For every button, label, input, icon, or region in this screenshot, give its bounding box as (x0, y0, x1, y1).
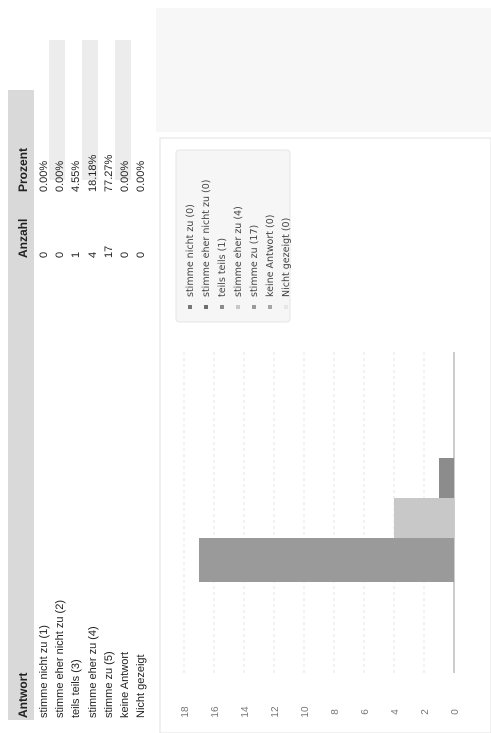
row-percent: 0.00% (54, 161, 66, 192)
legend-swatch (268, 305, 272, 309)
legend-swatch (236, 305, 240, 309)
legend-label: keine Antwort (0) (265, 215, 276, 297)
header-count: Anzahl (16, 219, 30, 258)
tick-label: 16 (210, 706, 221, 718)
row-percent: 0.00% (135, 161, 147, 192)
header-stripe (8, 90, 34, 720)
tick-label: 4 (390, 709, 401, 715)
row-count: 0 (54, 252, 66, 258)
legend-label: stimme zu (17) (249, 225, 260, 297)
row-count: 0 (119, 252, 131, 258)
bar (439, 458, 454, 502)
tick-label: 14 (240, 706, 251, 718)
row-label: Nicht gezeigt (135, 654, 147, 718)
row-count: 1 (70, 252, 82, 258)
row-stripe (82, 40, 98, 180)
header-percent: Prozent (16, 148, 30, 192)
row-stripe (115, 40, 131, 180)
tick-label: 18 (180, 706, 191, 718)
row-count: 4 (87, 252, 99, 258)
row-percent: 4.55% (70, 161, 82, 192)
row-label: stimme nicht zu (1) (38, 625, 50, 718)
row-percent: 18.18% (87, 154, 99, 192)
chart-bars (199, 458, 454, 582)
row-stripe (49, 40, 65, 180)
legend-swatch (188, 305, 192, 309)
legend-label: stimme eher zu (4) (233, 206, 244, 297)
bar (199, 538, 454, 582)
legend-label: stimme nicht zu (0) (185, 204, 196, 297)
legend-swatch (220, 305, 224, 309)
legend-label: teils teils (1) (217, 238, 228, 297)
row-percent: 77.27% (103, 154, 115, 192)
row-percent: 0.00% (38, 161, 50, 192)
header-panel (156, 8, 491, 132)
tick-label: 12 (270, 706, 281, 718)
table-stripes (8, 40, 131, 720)
tick-label: 2 (420, 709, 431, 715)
row-label: keine Antwort (119, 652, 131, 718)
row-percent: 0.00% (119, 161, 131, 192)
tick-label: 6 (360, 709, 371, 715)
bar (394, 498, 454, 542)
legend-swatch (252, 305, 256, 309)
row-count: 0 (38, 252, 50, 258)
tick-label: 8 (330, 709, 341, 715)
legend-swatch (204, 305, 208, 309)
row-label: stimme zu (5) (103, 651, 115, 718)
legend-box (175, 149, 291, 323)
value-axis-ticks: 0 2 4 6 8 10 12 14 16 18 (180, 706, 461, 718)
row-label: stimme eher nicht zu (2) (54, 600, 66, 718)
legend-label: Nicht gezeigt (0) (281, 218, 292, 297)
tick-label: 10 (300, 706, 311, 718)
chart-legend: stimme nicht zu (0) stimme eher nicht zu … (175, 149, 292, 323)
results-table: Antwort Anzahl Prozent stimme nicht zu (… (16, 148, 147, 718)
legend-label: stimme eher nicht zu (0) (201, 180, 212, 297)
row-count: 17 (103, 246, 115, 258)
row-count: 0 (135, 252, 147, 258)
tick-label: 0 (450, 709, 461, 715)
row-label: teils teils (3) (70, 659, 82, 718)
header-answer: Antwort (16, 673, 30, 718)
row-label: stimme eher zu (4) (87, 626, 99, 718)
legend-swatch (284, 305, 288, 309)
